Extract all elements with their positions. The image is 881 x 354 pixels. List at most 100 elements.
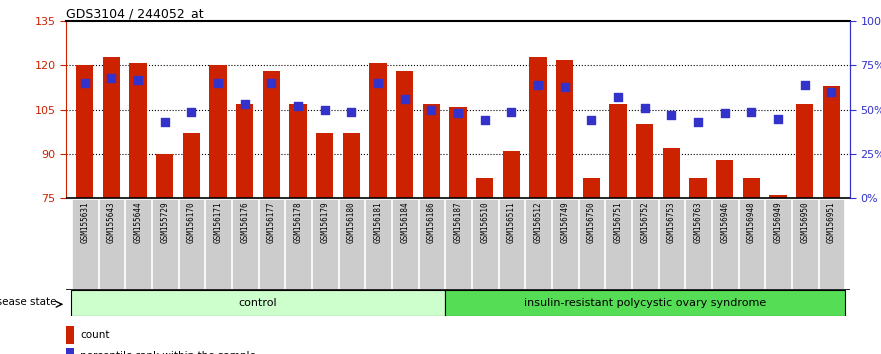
Bar	[423, 104, 440, 198]
Text: GSM156950: GSM156950	[800, 201, 810, 242]
Text: GSM156187: GSM156187	[454, 201, 463, 242]
Text: GSM156177: GSM156177	[267, 201, 276, 242]
Point	[691, 119, 705, 125]
Text: GSM156512: GSM156512	[534, 201, 543, 242]
Bar	[503, 151, 520, 198]
Point	[318, 107, 332, 113]
FancyBboxPatch shape	[766, 199, 791, 289]
Text: GSM156948: GSM156948	[747, 201, 756, 242]
Point	[478, 118, 492, 123]
Text: GSM155643: GSM155643	[107, 201, 116, 242]
Bar	[743, 178, 760, 198]
Text: GSM156763: GSM156763	[693, 201, 703, 242]
Bar	[290, 104, 307, 198]
Bar	[796, 104, 813, 198]
Bar	[369, 63, 387, 198]
Text: GDS3104 / 244052_at: GDS3104 / 244052_at	[66, 7, 204, 20]
FancyBboxPatch shape	[552, 199, 578, 289]
FancyBboxPatch shape	[179, 199, 204, 289]
Bar	[182, 133, 200, 198]
Text: insulin-resistant polycystic ovary syndrome: insulin-resistant polycystic ovary syndr…	[523, 298, 766, 308]
Point	[798, 82, 812, 88]
Text: GSM156751: GSM156751	[614, 201, 623, 242]
Point	[558, 84, 572, 90]
FancyBboxPatch shape	[712, 199, 737, 289]
Point	[531, 82, 545, 88]
Point	[744, 109, 759, 114]
FancyBboxPatch shape	[392, 199, 418, 289]
Point	[238, 102, 252, 107]
Point	[611, 95, 626, 100]
Text: GSM156178: GSM156178	[293, 201, 302, 242]
Bar	[210, 65, 226, 198]
Bar	[103, 57, 120, 198]
FancyBboxPatch shape	[152, 199, 178, 289]
Bar	[690, 178, 707, 198]
Text: GSM156749: GSM156749	[560, 201, 569, 242]
FancyBboxPatch shape	[285, 199, 311, 289]
Text: count: count	[80, 330, 110, 340]
Bar	[156, 154, 174, 198]
Text: GSM156951: GSM156951	[827, 201, 836, 242]
FancyBboxPatch shape	[99, 199, 124, 289]
FancyBboxPatch shape	[579, 199, 604, 289]
Bar	[236, 104, 254, 198]
Bar	[316, 133, 333, 198]
Point	[371, 80, 385, 86]
FancyBboxPatch shape	[499, 199, 524, 289]
Point	[638, 105, 652, 111]
Text: GSM155644: GSM155644	[134, 201, 143, 242]
FancyBboxPatch shape	[605, 199, 631, 289]
FancyBboxPatch shape	[659, 199, 685, 289]
Bar	[343, 133, 360, 198]
Text: GSM156186: GSM156186	[427, 201, 436, 242]
FancyBboxPatch shape	[71, 290, 445, 316]
Text: GSM156946: GSM156946	[721, 201, 729, 242]
FancyBboxPatch shape	[366, 199, 391, 289]
FancyBboxPatch shape	[632, 199, 657, 289]
Bar	[263, 72, 280, 198]
Bar	[636, 125, 654, 198]
FancyBboxPatch shape	[792, 199, 818, 289]
FancyBboxPatch shape	[205, 199, 231, 289]
FancyBboxPatch shape	[312, 199, 337, 289]
Point	[131, 77, 145, 82]
Text: GSM156752: GSM156752	[640, 201, 649, 242]
FancyBboxPatch shape	[418, 199, 444, 289]
Bar	[66, 326, 74, 343]
Bar	[716, 160, 734, 198]
FancyBboxPatch shape	[445, 290, 845, 316]
FancyBboxPatch shape	[738, 199, 765, 289]
Bar	[610, 104, 626, 198]
Bar	[556, 59, 574, 198]
Bar	[769, 195, 787, 198]
Bar	[823, 86, 840, 198]
Point	[104, 75, 118, 81]
Point	[78, 80, 92, 86]
Point	[184, 109, 198, 114]
Point	[425, 107, 439, 113]
Point	[211, 80, 226, 86]
Point	[505, 109, 519, 114]
Point	[664, 112, 678, 118]
Bar	[583, 178, 600, 198]
FancyBboxPatch shape	[685, 199, 711, 289]
Text: GSM155729: GSM155729	[160, 201, 169, 242]
Bar	[130, 63, 147, 198]
Bar	[529, 57, 547, 198]
Text: percentile rank within the sample: percentile rank within the sample	[80, 352, 256, 354]
Text: GSM156179: GSM156179	[321, 201, 329, 242]
Text: GSM156181: GSM156181	[374, 201, 382, 242]
Text: GSM156184: GSM156184	[400, 201, 410, 242]
Point	[397, 96, 411, 102]
Bar	[476, 178, 493, 198]
FancyBboxPatch shape	[338, 199, 364, 289]
Point	[771, 116, 785, 121]
Text: GSM156180: GSM156180	[347, 201, 356, 242]
Text: GSM156510: GSM156510	[480, 201, 489, 242]
Point	[825, 89, 839, 95]
FancyBboxPatch shape	[445, 199, 471, 289]
FancyBboxPatch shape	[72, 199, 98, 289]
FancyBboxPatch shape	[232, 199, 257, 289]
Text: GSM156171: GSM156171	[213, 201, 223, 242]
